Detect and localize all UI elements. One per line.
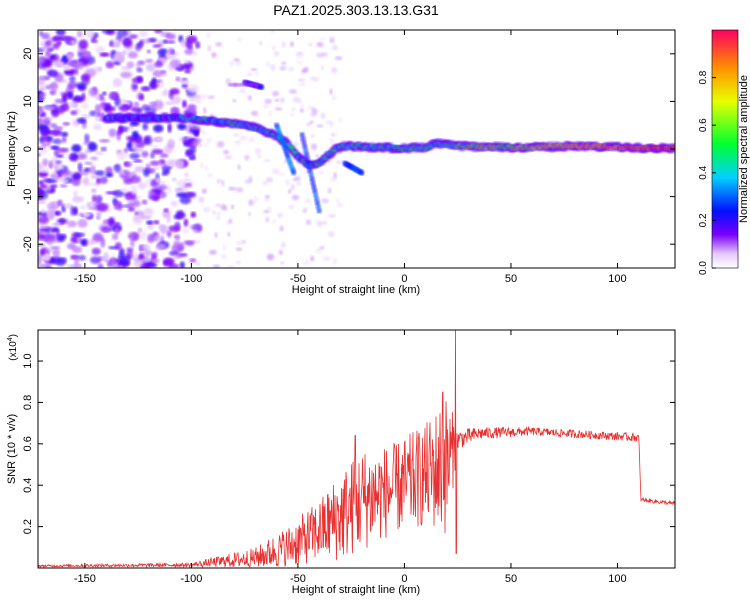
snr-frame [37,329,676,569]
snr-scale-note: (x104) [7,334,19,361]
x-tick-label: -150 [74,273,96,285]
y-tick-label: 20 [22,48,34,60]
figure-title: PAZ1.2025.303.13.13.G31 [273,2,439,18]
colorbar-ticks: 0.0 0.2 0.4 0.6 0.8 [698,70,716,275]
colorbar: 0.0 0.2 0.4 0.6 0.8 Normalized spectral ampl… [698,29,750,275]
x-tick-label: 100 [608,573,626,585]
y-tick-label: 0.6 [22,436,34,451]
colorbar-label: Normalized spectral amplitude [738,75,750,223]
snr-scale-text: (x10 [8,341,19,361]
x-tick-label: -50 [290,573,306,585]
snr-scale-exponent: 4 [7,337,14,341]
y-tick-label: 1.0 [22,353,34,368]
colorbar-tick-label: 0.4 [698,165,709,179]
spectrogram-y-label: Frequency (Hz) [6,111,18,187]
snr-x-label: Height of straight line (km) [292,584,420,596]
x-tick-label: -150 [74,573,96,585]
snr-series-line [38,330,675,568]
snr-panel: -150 -100 -50 0 50 100 0.2 0.4 0.6 0.8 1.0 Height… [6,329,676,596]
spectrogram-x-label: Height of straight line (km) [292,284,420,296]
x-tick-label: 50 [505,573,517,585]
snr-y-label: SNR (10 * v/v) [6,414,18,484]
snr-x-axis: -150 -100 -50 0 50 100 [74,330,627,585]
colorbar-tick-label: 0.8 [698,70,709,84]
colorbar-tick-label: 0.0 [698,261,709,275]
snr-plot-area [38,330,675,568]
x-tick-label: -50 [290,273,306,285]
spectrogram-x-axis: -150 -100 -50 0 50 100 [74,30,627,285]
colorbar-tick-label: 0.6 [698,118,709,132]
y-tick-label: 0.8 [22,395,34,410]
x-tick-label: -100 [180,573,202,585]
y-tick-label: 0.2 [22,519,34,534]
y-tick-label: 10 [22,95,34,107]
spectrogram-heatmap [38,30,675,268]
svg-text:(x104): (x104) [7,334,19,361]
y-tick-label: 0.4 [22,478,34,493]
colorbar-gradient [711,29,739,269]
x-tick-label: 100 [608,273,626,285]
x-tick-label: 0 [401,273,407,285]
y-tick-label: -20 [22,236,34,252]
colorbar-tick-label: 0.2 [698,213,709,227]
x-tick-label: -100 [180,273,202,285]
spectrogram-y-axis: -20 -10 0 10 20 [22,48,675,252]
x-tick-label: 50 [505,273,517,285]
x-tick-label: 0 [401,573,407,585]
snr-y-axis: 0.2 0.4 0.6 0.8 1.0 [22,353,675,534]
y-tick-label: -10 [22,189,34,205]
y-tick-label: 0 [22,146,34,152]
